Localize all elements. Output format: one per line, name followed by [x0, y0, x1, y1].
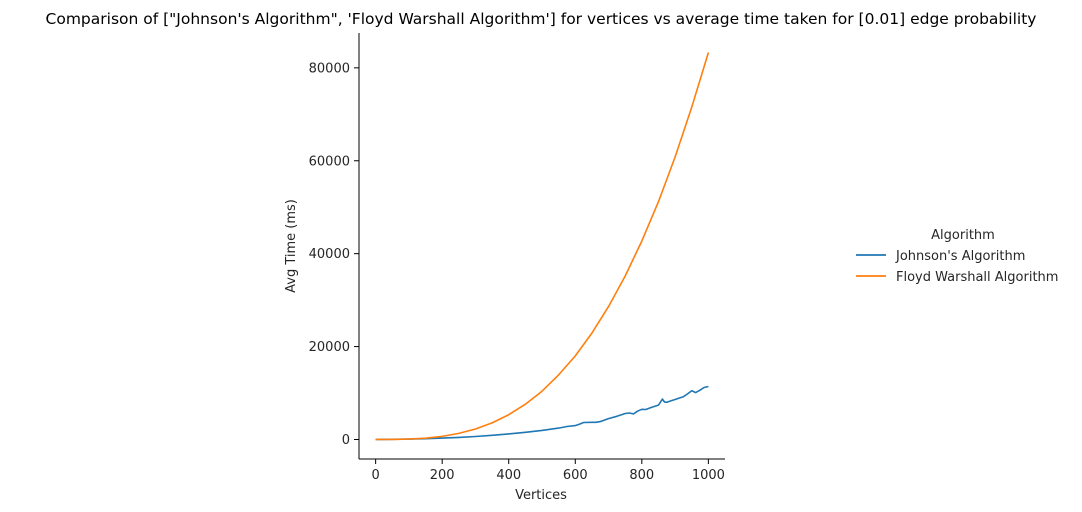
x-tick-label: 0	[371, 468, 379, 483]
y-tick-label: 20000	[309, 340, 350, 355]
legend-items: Johnson's Algorithm Floyd Warshall Algori…	[856, 249, 1058, 285]
x-tick-label: 200	[430, 468, 455, 483]
series-layer	[375, 52, 710, 441]
x-tick-label: 400	[496, 468, 521, 483]
x-tick-label: 800	[629, 468, 654, 483]
y-ticks: 0 20000 40000 60000 80000	[309, 61, 359, 448]
x-tick-label: 1000	[692, 468, 725, 483]
chart-title: Comparison of ["Johnson's Algorithm", 'F…	[46, 10, 1037, 28]
legend-entry-label: Johnson's Algorithm	[895, 249, 1025, 264]
y-tick-label: 40000	[309, 247, 350, 262]
x-axis-label: Vertices	[515, 488, 567, 503]
y-axis-label: Avg Time (ms)	[284, 199, 299, 293]
x-ticks: 0 200 400 600 800 1000	[371, 459, 725, 483]
legend: Algorithm Johnson's Algorithm Floyd Warsh…	[856, 228, 1058, 285]
series-line-johnsons-algorithm	[375, 385, 709, 441]
x-tick-label: 600	[563, 468, 588, 483]
y-tick-label: 80000	[309, 61, 350, 76]
plot-area: 0 200 400 600 800 1000 0 20000 40000 60000 80000	[309, 33, 725, 483]
legend-title: Algorithm	[931, 228, 995, 243]
y-tick-label: 60000	[309, 154, 350, 169]
y-tick-label: 0	[342, 433, 350, 448]
legend-entry-label: Floyd Warshall Algorithm	[896, 270, 1058, 285]
series-line-floyd-warshall-algorithm	[375, 52, 710, 441]
